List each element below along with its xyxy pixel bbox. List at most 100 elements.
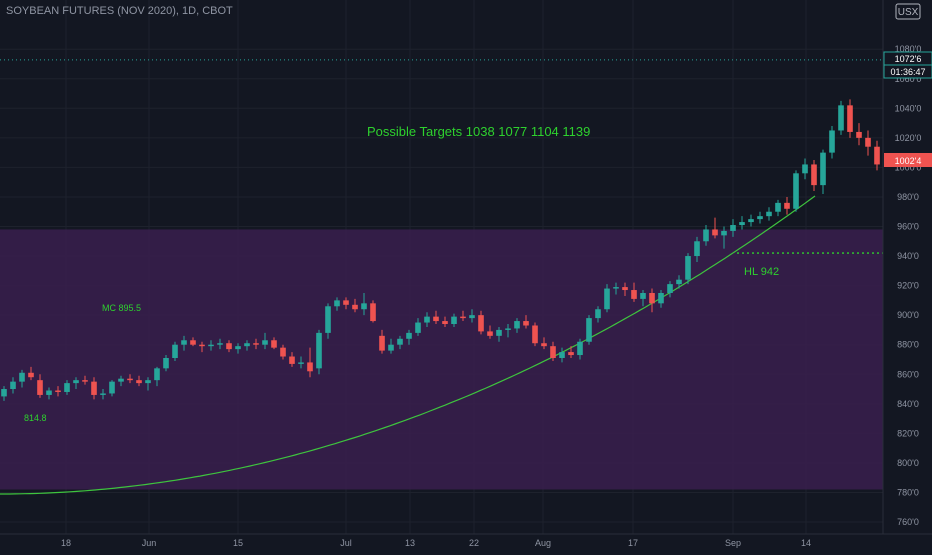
- candle-body: [757, 216, 763, 220]
- price-tick-label: 1080'0: [895, 44, 922, 54]
- time-tick-label: 13: [405, 538, 415, 548]
- candle-body: [325, 306, 331, 333]
- candle-body: [640, 292, 646, 299]
- price-tick-label: 880'0: [897, 340, 919, 350]
- candle-body: [856, 131, 862, 138]
- candle-body: [370, 303, 376, 322]
- low-annotation: 814.8: [24, 413, 47, 423]
- candle-body: [496, 329, 502, 336]
- time-axis-labels: 18 Jun 15 Jul 13 22 Aug 17 Sep 14: [61, 538, 811, 548]
- candle-body: [829, 130, 835, 153]
- candle-body: [118, 378, 124, 382]
- price-tick-label: 1040'0: [895, 103, 922, 113]
- currency-badge[interactable]: USX: [895, 3, 921, 20]
- candle-body: [442, 321, 448, 325]
- candle-body: [361, 303, 367, 310]
- candle-body: [541, 343, 547, 347]
- candle-body: [712, 229, 718, 236]
- price-tick-label: 960'0: [897, 222, 919, 232]
- candle-body: [91, 381, 97, 395]
- time-axis-panel[interactable]: [0, 534, 932, 550]
- last-price-tag-frame: [884, 153, 932, 167]
- symbol-title: SOYBEAN FUTURES (NOV 2020), 1D, CBOT: [6, 5, 233, 17]
- price-tick-label: 760'0: [897, 517, 919, 527]
- candles: [1, 99, 880, 401]
- hl-annotation: HL 942: [744, 266, 779, 278]
- candle-body: [262, 340, 268, 345]
- time-tick-label: 14: [801, 538, 811, 548]
- price-tick-label: 820'0: [897, 428, 919, 438]
- candle-body: [730, 225, 736, 231]
- candle-body: [595, 309, 601, 319]
- price-tick-label: 1020'0: [895, 133, 922, 143]
- time-tick-label: 15: [233, 538, 243, 548]
- currency-label: USX: [898, 7, 919, 18]
- candle-body: [334, 300, 340, 307]
- candle-body: [487, 331, 493, 336]
- candle-body: [505, 328, 511, 330]
- countdown-tag-frame: [883, 64, 932, 79]
- candle-body: [136, 380, 142, 384]
- level-price-value: 1072'6: [895, 54, 922, 64]
- price-tick-label: 780'0: [897, 487, 919, 497]
- candle-body: [802, 164, 808, 174]
- candle-body: [199, 344, 205, 347]
- candle-body: [721, 230, 727, 236]
- mc-annotation: MC 895.5: [102, 303, 141, 313]
- candle-body: [658, 292, 664, 304]
- candle-body: [874, 146, 880, 165]
- candle-body: [37, 380, 43, 395]
- candle-body: [613, 287, 619, 289]
- candle-body: [469, 315, 475, 319]
- candle-body: [1, 389, 7, 397]
- last-price-tag: 1002'4: [884, 153, 932, 167]
- candle-body: [451, 316, 457, 325]
- countdown-tag: 01:36:47: [883, 64, 932, 79]
- candle-body: [676, 279, 682, 285]
- price-tick-label: 900'0: [897, 310, 919, 320]
- candle-body: [10, 381, 16, 390]
- candle-body: [271, 340, 277, 348]
- candle-body: [163, 357, 169, 369]
- price-axis-ticks: 760'0 780'0 800'0 820'0 840'0 860'0 880'0 900'0…: [895, 44, 922, 527]
- candle-body: [424, 316, 430, 323]
- price-tick-label: 840'0: [897, 399, 919, 409]
- candle-body: [298, 362, 304, 364]
- candle-body: [154, 368, 160, 381]
- candle-body: [694, 241, 700, 257]
- price-tick-label: 1060'0: [895, 74, 922, 84]
- candle-body: [19, 372, 25, 382]
- candle-body: [64, 383, 70, 392]
- time-tick-label: Jul: [340, 538, 352, 548]
- candle-body: [703, 229, 709, 242]
- candle-body: [208, 344, 214, 347]
- candle-body: [838, 105, 844, 131]
- candle-body: [190, 340, 196, 345]
- time-tick-label: Sep: [725, 538, 741, 548]
- time-tick-label: 17: [628, 538, 638, 548]
- time-tick-label: 22: [469, 538, 479, 548]
- candle-body: [343, 300, 349, 305]
- candle-body: [109, 381, 115, 394]
- last-price-value: 1002'4: [895, 156, 922, 166]
- currency-badge-frame: [895, 3, 921, 20]
- candle-body: [532, 325, 538, 344]
- candle-body: [739, 222, 745, 226]
- candle-body: [307, 362, 313, 372]
- level-price-tag: 1072'6: [883, 51, 932, 66]
- candle-body: [280, 347, 286, 357]
- candle-body: [460, 316, 466, 319]
- candle-body: [28, 372, 34, 378]
- price-axis-panel[interactable]: [883, 0, 932, 550]
- candle-body: [217, 343, 223, 345]
- price-tick-label: 860'0: [897, 369, 919, 379]
- candle-body: [127, 378, 133, 381]
- candle-body: [568, 352, 574, 356]
- value-zone: [0, 229, 883, 490]
- price-tick-label: 980'0: [897, 192, 919, 202]
- candle-body: [388, 344, 394, 351]
- candle-body: [586, 318, 592, 342]
- candle-body: [181, 340, 187, 345]
